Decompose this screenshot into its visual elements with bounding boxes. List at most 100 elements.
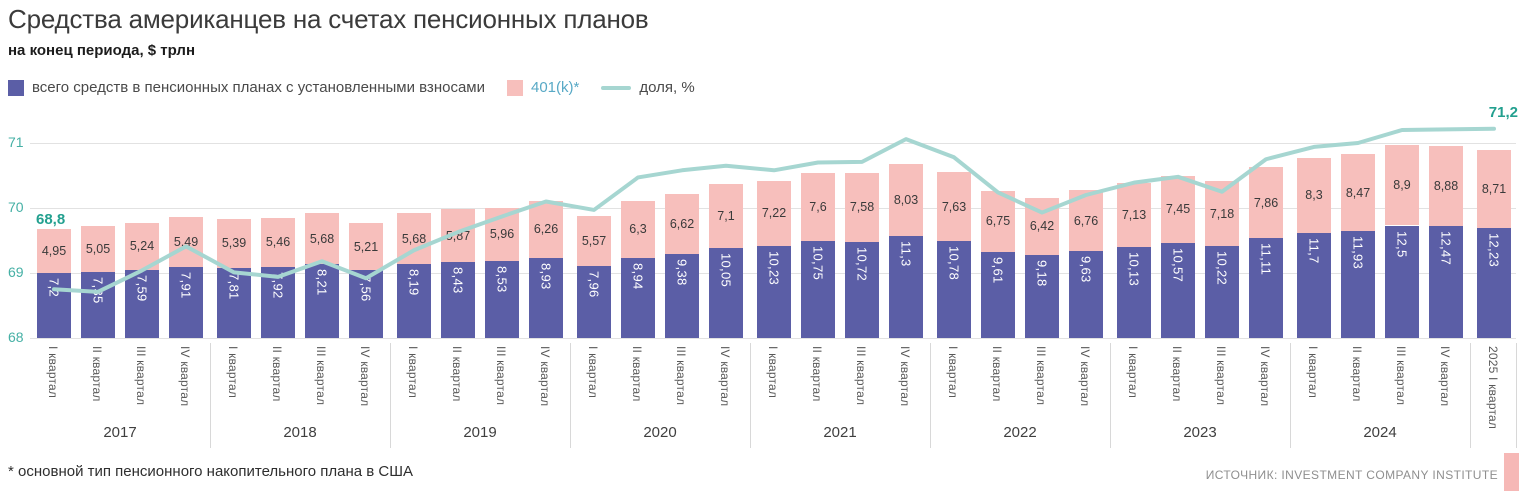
bar-segment-total-dc: 7,56 <box>349 269 383 338</box>
bar-value-total-dc: 12,23 <box>1486 232 1502 267</box>
year-separator <box>210 343 211 448</box>
quarter-label: I квартал <box>1306 346 1320 399</box>
bar-segment-401k: 7,45 <box>1161 175 1195 243</box>
quarter-label: II квартал <box>1170 346 1184 402</box>
legend-swatch-total-dc <box>8 79 24 96</box>
bar-segment-401k: 8,47 <box>1341 154 1375 231</box>
bar-value-total-dc: 8,94 <box>630 262 646 290</box>
bar-segment-total-dc: 9,38 <box>665 253 699 338</box>
quarter-label: IV квартал <box>898 346 912 407</box>
legend-item-share: доля, % <box>601 79 695 96</box>
bar-segment-401k: 5,46 <box>261 217 295 267</box>
year-separator <box>750 343 751 448</box>
quarter-label: I квартал <box>1126 346 1140 399</box>
bar-value-401k: 7,18 <box>1209 206 1235 221</box>
bar-value-401k: 6,42 <box>1029 219 1055 234</box>
bar-segment-401k: 8,03 <box>889 164 923 237</box>
bar-value-total-dc: 10,22 <box>1214 251 1230 286</box>
bar-value-401k: 7,58 <box>849 200 875 215</box>
bar-segment-401k: 7,13 <box>1117 182 1151 247</box>
bar-segment-401k: 7,63 <box>937 172 971 241</box>
bar-segment-total-dc: 10,22 <box>1205 246 1239 338</box>
year-separator <box>570 343 571 448</box>
bar-value-401k: 8,9 <box>1393 178 1411 193</box>
year-separator <box>1470 343 1471 448</box>
bar-segment-401k: 5,21 <box>349 223 383 270</box>
gridline <box>30 338 1516 339</box>
quarter-label: IV квартал <box>1438 346 1452 407</box>
bar-value-total-dc: 10,13 <box>1126 251 1142 286</box>
quarter-label: IV квартал <box>538 346 552 407</box>
brand-mark <box>1504 453 1519 491</box>
bar-value-total-dc: 7,56 <box>358 274 374 302</box>
bar-value-401k: 8,03 <box>893 193 919 208</box>
bar-value-total-dc: 7,81 <box>226 272 242 300</box>
legend-swatch-401k <box>506 79 523 96</box>
y-axis-tick-label: 71 <box>8 134 24 150</box>
quarter-label: II квартал <box>630 346 644 402</box>
year-label-2017: 2017 <box>103 424 137 441</box>
bar-value-401k: 6,62 <box>669 216 695 231</box>
bar-segment-total-dc: 8,94 <box>621 257 655 338</box>
x-axis-label: II квартал <box>1170 346 1184 407</box>
quarter-label: IV квартал <box>178 346 192 407</box>
bar-value-401k: 6,26 <box>533 222 559 237</box>
bar-segment-401k: 5,68 <box>397 213 431 265</box>
bar-segment-401k: 5,05 <box>81 226 115 272</box>
bar-segment-401k: 5,39 <box>217 219 251 268</box>
bar-segment-total-dc: 10,23 <box>757 245 791 338</box>
bar-value-401k: 8,71 <box>1481 181 1507 196</box>
bar-value-401k: 5,87 <box>445 228 471 243</box>
quarter-label: II квартал <box>1350 346 1364 402</box>
bar-value-total-dc: 11,7 <box>1306 237 1322 264</box>
x-axis-label: III квартал <box>674 346 688 410</box>
bar-segment-401k: 7,86 <box>1249 167 1283 238</box>
x-axis-label: III квартал <box>1034 346 1048 410</box>
bar-segment-401k: 7,58 <box>845 173 879 242</box>
bar-value-total-dc: 10,78 <box>946 245 962 281</box>
x-axis-label: I квартал <box>766 346 780 403</box>
bar-segment-total-dc: 7,81 <box>217 267 251 338</box>
x-axis-label: III квартал <box>134 346 148 410</box>
quarter-label: I квартал <box>226 346 240 399</box>
quarter-label: III квартал <box>494 346 508 406</box>
bar-segment-total-dc: 7,35 <box>81 271 115 338</box>
year-label-2020: 2020 <box>643 424 677 441</box>
bar-segment-401k: 7,6 <box>801 172 835 242</box>
quarter-label: II квартал <box>810 346 824 402</box>
bar-segment-401k: 7,18 <box>1205 181 1239 246</box>
chart-right-edge <box>1516 343 1517 448</box>
bar-segment-total-dc: 8,53 <box>485 261 519 338</box>
bar-segment-total-dc: 10,13 <box>1117 246 1151 338</box>
bar-value-401k: 7,1 <box>717 208 735 223</box>
bar-segment-total-dc: 12,47 <box>1429 225 1463 338</box>
bar-segment-total-dc: 10,05 <box>709 247 743 338</box>
bar-segment-total-dc: 11,3 <box>889 236 923 338</box>
bar-value-401k: 5,21 <box>353 239 379 254</box>
bar-value-total-dc: 9,38 <box>674 258 690 286</box>
x-axis-label: IV квартал <box>718 346 732 411</box>
bar-segment-total-dc: 10,75 <box>801 241 835 338</box>
bar-segment-401k: 8,9 <box>1385 145 1419 226</box>
bar-segment-401k: 5,24 <box>125 222 159 270</box>
bar-value-401k: 7,86 <box>1253 195 1279 210</box>
quarter-label: I квартал <box>586 346 600 399</box>
bar-value-401k: 5,57 <box>581 234 607 249</box>
quarter-label: I квартал <box>766 346 780 399</box>
bar-segment-total-dc: 10,72 <box>845 241 879 338</box>
x-axis-label: I квартал <box>586 346 600 403</box>
bar-segment-401k: 7,22 <box>757 180 791 246</box>
bar-segment-total-dc: 7,2 <box>37 273 71 338</box>
x-axis-label: II квартал <box>1350 346 1364 407</box>
bar-value-401k: 5,24 <box>129 239 155 254</box>
x-axis-label: II квартал <box>990 346 1004 407</box>
legend-item-401k: 401(k)* <box>506 79 579 96</box>
quarter-label: 2025 I квартал <box>1486 346 1500 430</box>
bar-value-401k: 5,39 <box>221 236 247 251</box>
x-axis-label: III квартал <box>314 346 328 410</box>
bar-value-total-dc: 10,05 <box>718 252 734 287</box>
bar-value-total-dc: 7,59 <box>134 274 150 302</box>
bar-value-total-dc: 10,72 <box>854 246 870 281</box>
legend: всего средств в пенсионных планах с уста… <box>8 79 717 96</box>
source-credit: ИСТОЧНИК: INVESTMENT COMPANY INSTITUTE <box>1205 468 1498 482</box>
